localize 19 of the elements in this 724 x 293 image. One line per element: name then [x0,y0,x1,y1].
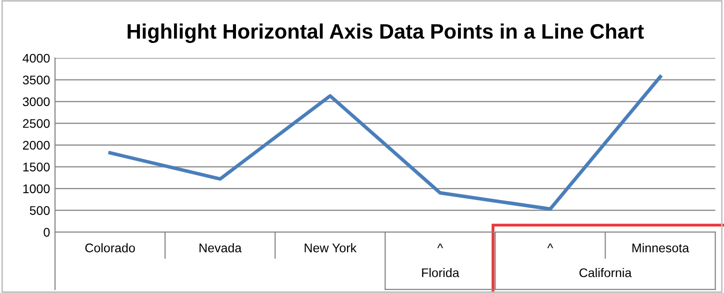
x-tick-label: ^ [547,244,554,248]
x-tick-label: ^ [437,244,444,248]
y-tick-label: 1000 [23,184,50,194]
line-series [108,74,662,211]
y-tick-label: 1500 [23,162,50,172]
x-tick-label: Minnesota [632,243,690,252]
y-tick-label: 3500 [22,76,50,84]
x-tick-label: New York [304,243,357,252]
y-tick-label: 3000 [22,97,50,106]
chart-title: Highlight Horizontal Axis Data Points in a Line Chart [128,23,644,43]
y-tick-label: 4000 [22,54,50,63]
x-tick-label: Nevada [200,243,242,252]
text: California [580,268,632,278]
text: Florida [422,268,460,278]
y-tick-label: 0 [44,228,50,237]
x-tick-label: Colorado [85,243,135,252]
y-tick-label: 2500 [22,119,50,128]
y-tick-label: 2000 [22,140,50,150]
y-tick-label: 500 [30,206,50,215]
